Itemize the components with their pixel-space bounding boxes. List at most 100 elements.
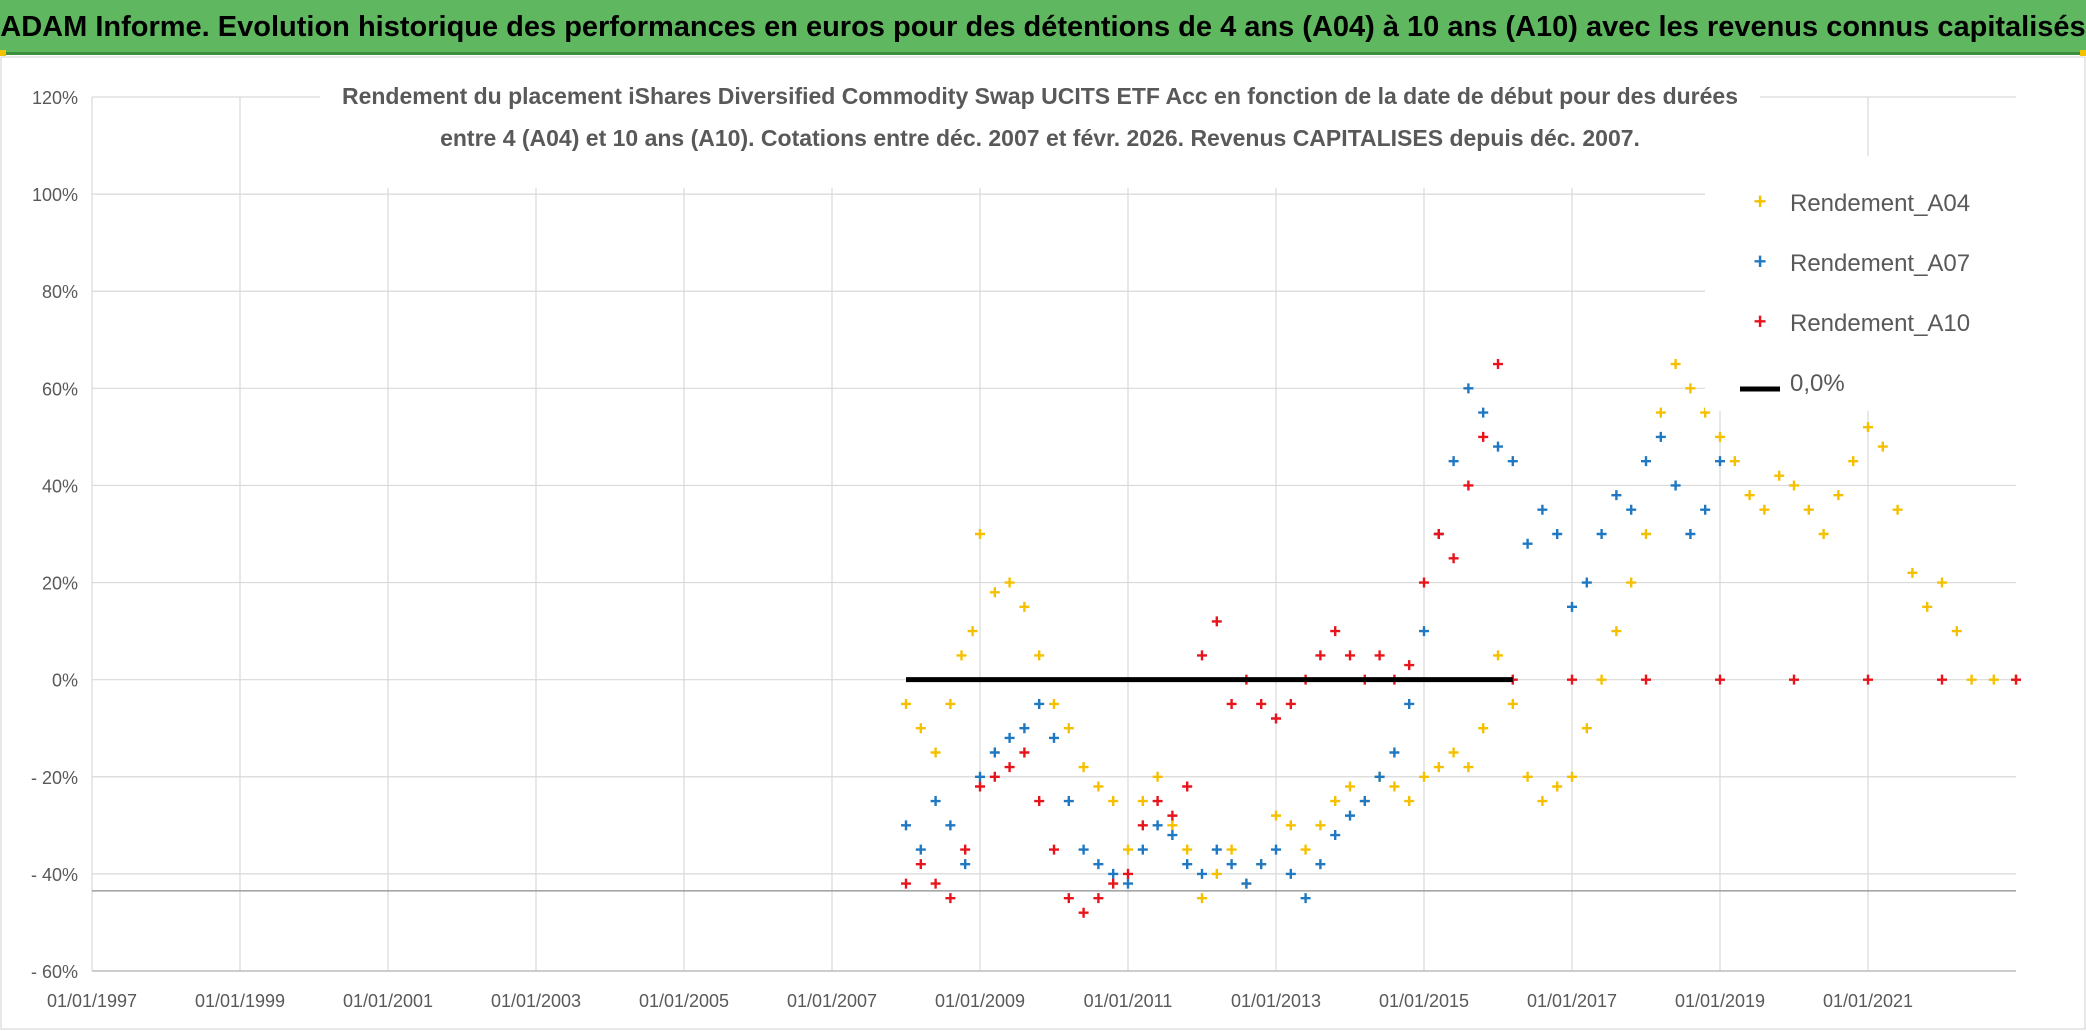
data-point	[1966, 674, 1977, 685]
data-point	[1123, 844, 1133, 855]
data-point	[1478, 431, 1489, 442]
data-point	[1833, 490, 1844, 501]
data-point	[1300, 893, 1311, 904]
data-point	[975, 781, 985, 792]
data-point	[1315, 820, 1326, 831]
data-point	[1626, 577, 1637, 588]
data-point	[1093, 893, 1104, 904]
data-point	[1211, 868, 1222, 879]
data-point	[1285, 820, 1296, 831]
data-point	[1152, 820, 1163, 831]
data-point	[1315, 650, 1326, 661]
data-point	[1715, 674, 1725, 685]
data-point	[1123, 868, 1133, 879]
data-point	[1256, 698, 1267, 709]
data-point	[1078, 907, 1089, 918]
data-point	[1063, 723, 1074, 734]
data-point	[1507, 698, 1518, 709]
legend-marker-a04: +	[1754, 189, 1767, 214]
legend-item-a04: + Rendement_A04	[1754, 189, 1971, 217]
data-point	[1567, 771, 1577, 782]
data-point	[1330, 830, 1341, 841]
data-point	[1182, 844, 1193, 855]
chart-title-line1: Rendement du placement iShares Diversifi…	[342, 83, 1738, 109]
data-point	[1641, 529, 1651, 539]
data-point	[1256, 859, 1267, 870]
x-tick-label: 01/01/2009	[935, 991, 1025, 1011]
data-point	[930, 796, 941, 807]
data-point	[901, 698, 911, 709]
data-point	[1241, 878, 1252, 889]
data-point	[1552, 781, 1563, 792]
data-point	[1004, 732, 1015, 743]
data-point	[1049, 844, 1059, 855]
data-point	[945, 698, 956, 709]
data-point	[1951, 626, 1962, 637]
x-tick-label: 01/01/2001	[343, 991, 433, 1011]
data-point	[1019, 723, 1030, 734]
data-point	[1359, 796, 1370, 807]
data-point	[1478, 723, 1489, 734]
y-axis-labels: - 60% - 40% - 20% 0% 20% 40% 60% 80% 100% 120%	[31, 88, 78, 982]
data-point	[1522, 538, 1533, 549]
x-tick-label: 01/01/2015	[1379, 991, 1469, 1011]
data-point	[1300, 844, 1311, 855]
data-point	[1729, 456, 1740, 467]
data-point	[1596, 529, 1607, 539]
data-point	[915, 844, 926, 855]
data-point	[1049, 732, 1059, 743]
x-axis-labels: 01/01/1997 01/01/1999 01/01/2001 01/01/2003…	[47, 991, 1913, 1011]
data-point	[989, 747, 1000, 758]
data-point	[1389, 747, 1400, 758]
data-point	[1049, 698, 1059, 709]
data-point	[989, 771, 1000, 782]
data-point	[975, 529, 985, 539]
data-point	[1019, 601, 1030, 612]
data-point	[1211, 844, 1222, 855]
data-point	[1152, 771, 1163, 782]
legend-label-zero: 0,0%	[1790, 370, 1845, 397]
data-point	[1611, 490, 1622, 501]
data-point	[1922, 601, 1933, 612]
data-point	[1123, 878, 1133, 889]
data-point	[1493, 650, 1503, 661]
legend-item-zero: 0,0%	[1740, 370, 1845, 397]
data-point	[1818, 529, 1829, 539]
data-point	[1655, 431, 1666, 442]
data-point	[1374, 650, 1385, 661]
data-point	[1345, 650, 1355, 661]
data-point	[1108, 796, 1119, 807]
data-point	[1433, 762, 1444, 773]
data-point	[901, 878, 911, 889]
data-point	[1670, 480, 1681, 491]
data-point	[1226, 844, 1237, 855]
data-point	[1700, 504, 1711, 515]
x-tick-label: 01/01/2011	[1084, 991, 1173, 1011]
x-tick-label: 01/01/1999	[195, 991, 285, 1011]
y-tick-label: 120%	[32, 88, 78, 108]
data-point	[1004, 762, 1015, 773]
data-point	[1063, 796, 1074, 807]
data-point	[1937, 577, 1947, 588]
data-point	[1641, 456, 1651, 467]
data-point	[1685, 383, 1696, 394]
data-point	[1848, 456, 1859, 467]
data-point	[1419, 577, 1429, 588]
x-tick-label: 01/01/2021	[1823, 991, 1913, 1011]
y-tick-label: 40%	[42, 476, 78, 496]
x-tick-label: 01/01/2013	[1231, 991, 1321, 1011]
data-point	[1271, 844, 1281, 855]
data-point	[945, 820, 956, 831]
data-point	[1863, 674, 1873, 685]
data-point	[967, 626, 978, 637]
data-point	[1774, 470, 1785, 481]
data-point	[956, 650, 967, 661]
data-point	[1463, 480, 1474, 491]
data-point	[960, 859, 971, 870]
data-point	[1744, 490, 1755, 501]
data-point	[1596, 674, 1607, 685]
x-tick-label: 01/01/1997	[47, 991, 137, 1011]
data-point	[1389, 781, 1400, 792]
data-point	[1863, 422, 1873, 433]
y-tick-label: 20%	[42, 574, 78, 594]
